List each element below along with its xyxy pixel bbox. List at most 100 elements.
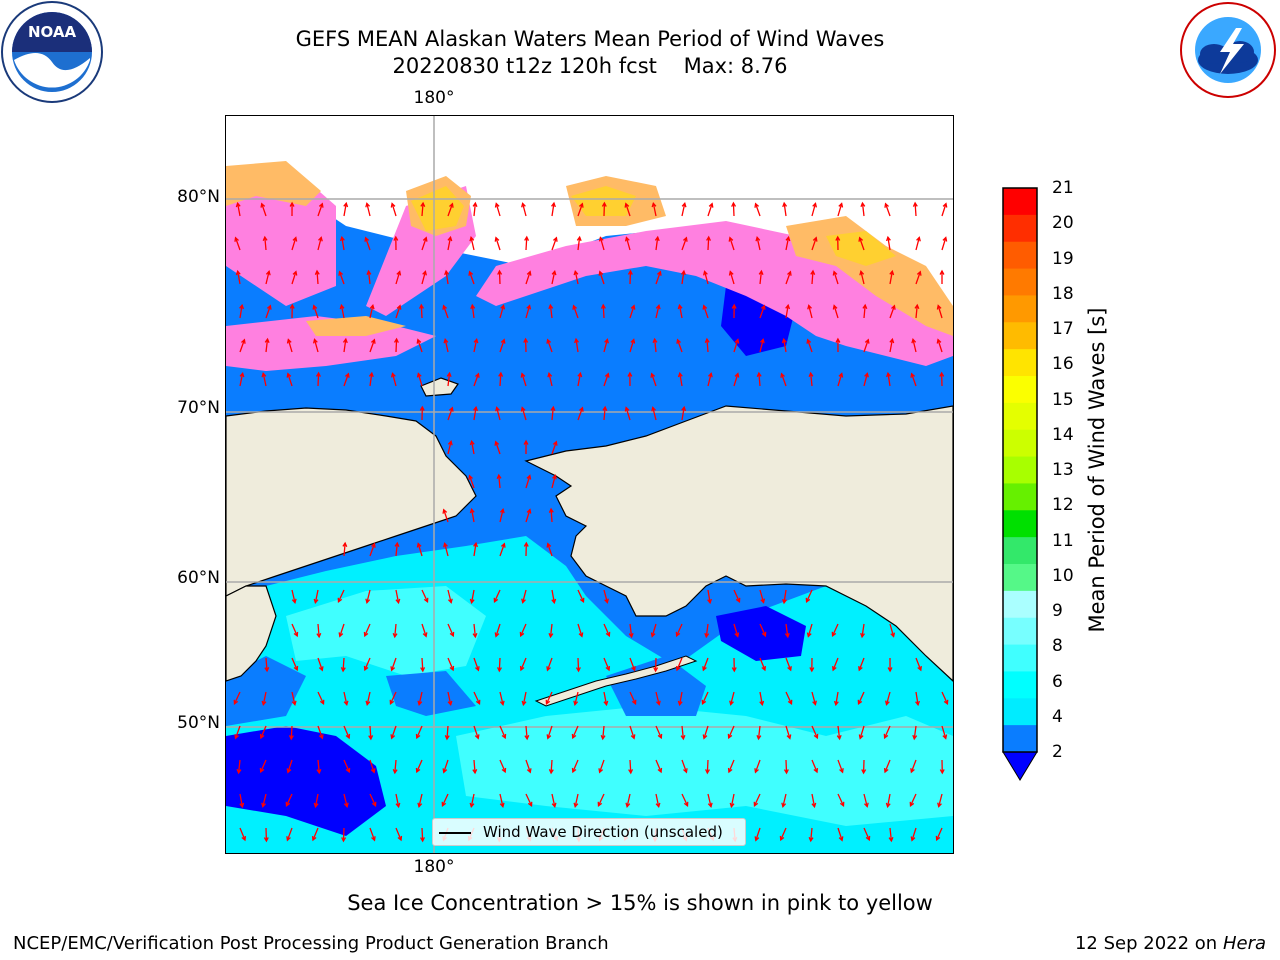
wind-wave-arrow: [811, 236, 818, 251]
wind-wave-arrow: [809, 657, 815, 673]
wind-wave-arrow: [342, 337, 348, 353]
svg-text:NOAA: NOAA: [28, 23, 77, 41]
colorbar-segment: [1003, 671, 1037, 699]
wind-wave-arrow: [889, 623, 896, 638]
wind-wave-arrow: [390, 202, 397, 217]
wind-wave-arrow: [499, 759, 507, 774]
wind-wave-arrow: [494, 623, 501, 638]
wind-wave-arrow: [261, 691, 267, 707]
wind-wave-arrow: [650, 623, 657, 638]
wind-wave-arrow: [366, 269, 372, 285]
longitude-label-bottom: 180°: [413, 857, 455, 877]
wind-wave-arrow: [443, 542, 449, 557]
kamchatka-land: [226, 585, 277, 682]
graticule: [226, 116, 953, 853]
wind-wave-arrow: [447, 440, 453, 455]
wind-wave-arrow: [264, 337, 270, 353]
wind-wave-arrow: [811, 202, 818, 217]
wind-wave-arrow: [524, 235, 530, 251]
wind-wave-arrow: [886, 371, 891, 387]
wind-wave-arrow: [521, 691, 527, 707]
wind-wave-arrow: [420, 201, 426, 217]
colorbar-segment: [1003, 698, 1037, 726]
wind-wave-arrow: [338, 623, 345, 638]
wind-wave-arrow: [577, 406, 584, 421]
colorbar-segment: [1003, 429, 1037, 458]
wind-wave-arrow: [837, 793, 845, 808]
colorbar-segment: [1003, 376, 1037, 404]
wind-wave-arrow: [888, 827, 894, 843]
wind-wave-arrow: [652, 337, 658, 353]
wind-wave-arrow: [915, 691, 921, 707]
wind-wave-arrow: [551, 269, 557, 285]
wind-wave-arrow: [836, 725, 842, 741]
colorbar-tick-label: 12: [1052, 495, 1074, 516]
wind-wave-arrow: [754, 759, 761, 774]
wind-wave-arrow: [680, 269, 686, 285]
colorbar-tick-label: 8: [1052, 636, 1063, 657]
wind-wave-arrow: [941, 236, 948, 251]
wind-wave-arrow: [780, 372, 787, 387]
wind-wave-arrow: [733, 338, 740, 353]
chart-subtitle: 20220830 t12z 120h fcst Max: 8.76: [392, 54, 788, 78]
wind-wave-arrow: [883, 759, 891, 774]
colorbar-tick-label: 21: [1052, 178, 1074, 198]
wind-wave-arrow: [447, 202, 454, 217]
wind-wave-arrow: [313, 589, 319, 605]
wind-wave-arrow: [733, 589, 741, 604]
wind-wave-arrow: [754, 827, 761, 842]
wind-wave-arrow: [571, 725, 579, 740]
wind-wave-arrow: [629, 691, 637, 706]
wind-wave-arrow: [782, 201, 788, 217]
wind-wave-arrow: [499, 304, 506, 319]
longitude-label-top: 180°: [413, 88, 455, 108]
wind-wave-arrow: [523, 439, 529, 455]
wind-wave-arrow: [239, 793, 245, 809]
wind-wave-arrow: [288, 725, 294, 741]
colorbar-tick-label: 18: [1052, 283, 1074, 304]
wind-wave-arrow: [785, 691, 793, 706]
wind-wave-arrow: [469, 793, 475, 809]
wind-wave-arrow: [912, 725, 918, 741]
wind-wave-arrow: [941, 691, 949, 706]
wind-wave-arrow: [835, 235, 841, 251]
wind-wave-arrow: [520, 372, 527, 387]
wind-wave-arrow: [499, 725, 507, 740]
wind-wave-arrow: [520, 406, 527, 421]
wind-wave-arrow: [286, 372, 293, 387]
wind-wave-arrow: [779, 827, 787, 842]
wind-wave-arrow: [289, 201, 295, 217]
colorbar-tick-label: 16: [1052, 354, 1074, 375]
wind-wave-arrow: [368, 371, 374, 387]
wind-wave-arrow: [525, 304, 532, 319]
wind-wave-arrow: [573, 793, 579, 809]
legend-label: Wind Wave Direction (unscaled): [483, 823, 723, 841]
wind-wave-arrow: [680, 725, 686, 741]
wind-wave-arrow: [390, 725, 397, 740]
wind-wave-arrow: [571, 759, 579, 774]
wind-wave-arrow: [862, 303, 868, 319]
wind-wave-arrow: [369, 793, 377, 808]
wind-wave-arrow: [603, 589, 609, 604]
wind-wave-arrow: [936, 304, 943, 319]
wind-wave-arrow: [317, 657, 324, 672]
credit-machine: Hera: [1222, 933, 1266, 954]
wind-wave-arrow: [785, 270, 792, 285]
wind-wave-arrow: [421, 270, 427, 285]
wind-wave-arrow: [519, 657, 527, 672]
wind-wave-arrow: [603, 372, 610, 387]
wind-wave-arrow: [390, 372, 397, 387]
wind-wave-arrow: [598, 236, 605, 251]
wind-wave-arrow: [910, 827, 917, 842]
wind-wave-arrow: [941, 202, 948, 217]
wind-wave-arrow: [651, 406, 657, 421]
wind-wave-arrow: [547, 372, 553, 387]
wind-wave-arrow: [861, 759, 867, 775]
wind-wave-arrow: [550, 405, 556, 421]
wind-wave-arrow: [785, 303, 791, 319]
wind-wave-arrow: [389, 691, 397, 706]
colorbar-tick-label: 15: [1052, 389, 1074, 410]
wind-wave-arrow: [655, 304, 661, 319]
wind-wave-arrow: [676, 338, 683, 353]
wind-wave-arrow: [859, 270, 865, 285]
